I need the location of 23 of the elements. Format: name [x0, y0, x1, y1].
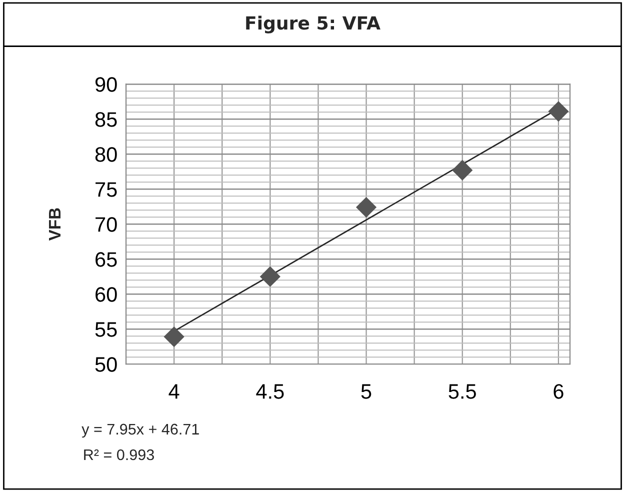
y-tick-label: 75: [96, 182, 117, 197]
point: [356, 197, 377, 218]
point: [452, 160, 473, 181]
y-tick-label: 90: [95, 77, 117, 92]
y-tick-label: 50: [95, 357, 117, 372]
text: y = 7.95x + 46.71: [82, 424, 199, 438]
chart-title: Figure 5: VFA: [246, 16, 380, 34]
x-tick-label: 4: [168, 384, 180, 399]
x-tick-label: 5.5: [448, 384, 476, 399]
y-axis-title: VFB: [49, 208, 60, 241]
point: [164, 326, 184, 348]
y-tick-label: 65: [96, 252, 117, 267]
y-tick-label: 55: [95, 322, 117, 337]
y-tick-label: 85: [95, 112, 117, 127]
point: [260, 266, 280, 287]
y-tick-label: 60: [96, 287, 117, 302]
x-tick-label: 4.5: [256, 384, 284, 399]
y-tick-label: 70: [96, 217, 117, 232]
y-tick-label: 80: [95, 147, 117, 162]
x-tick-label: 5: [361, 384, 372, 399]
x-tick-label: 6: [554, 384, 564, 399]
text: R² = 0.993: [84, 449, 154, 460]
point: [548, 101, 569, 122]
